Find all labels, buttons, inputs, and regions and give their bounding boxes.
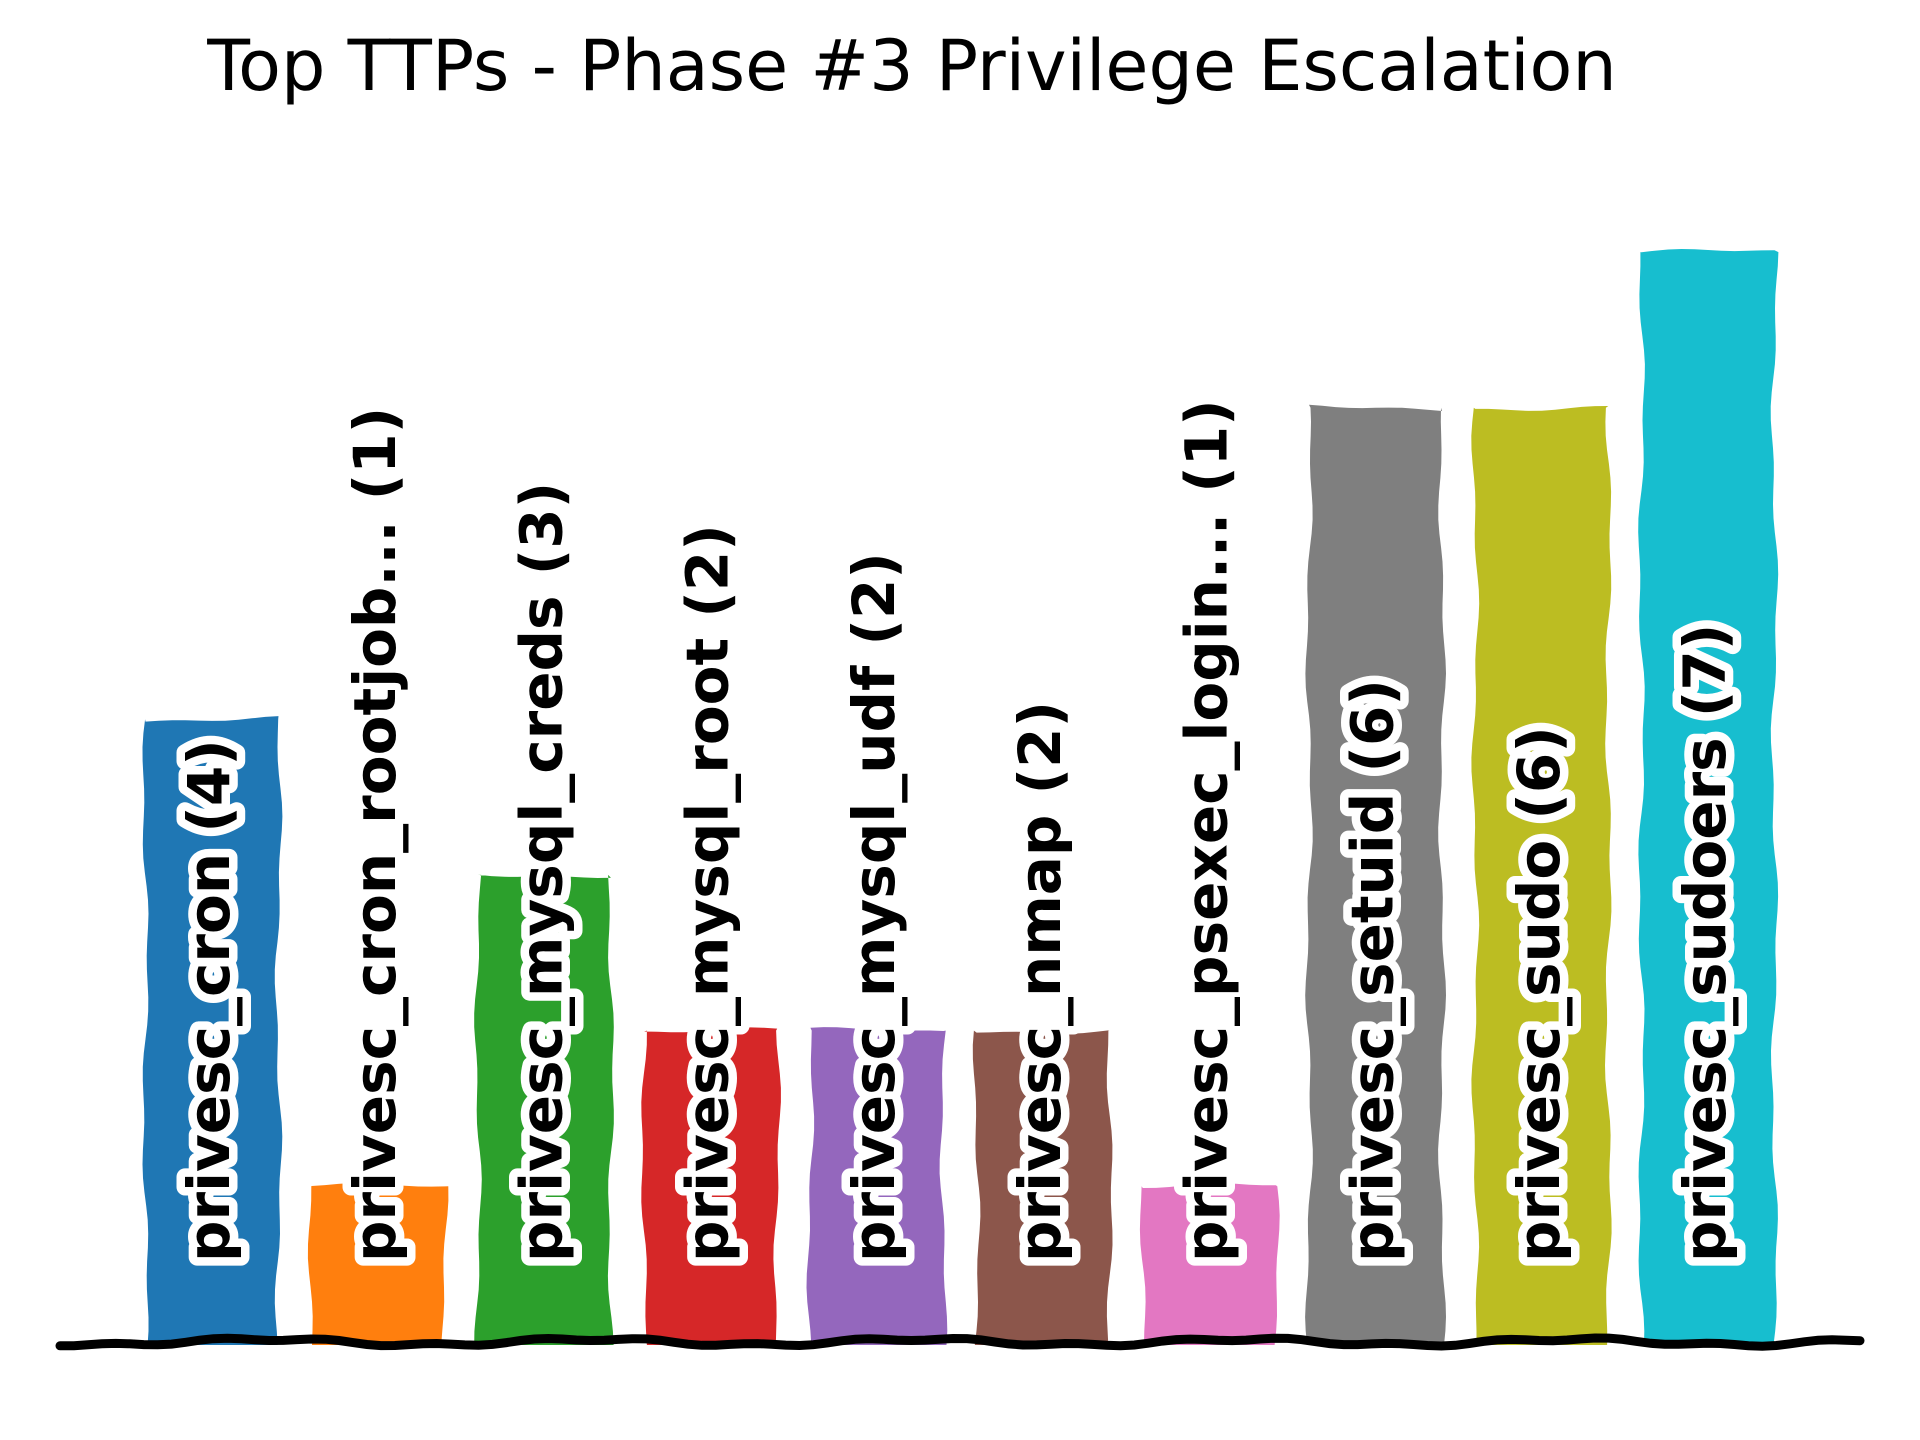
bar-privesc_mysql_udf (806, 1027, 948, 1345)
bar-label-privesc_mysql_creds: privesc_mysql_creds (3) (507, 482, 575, 1262)
bar-label-privesc_mysql_root: privesc_mysql_root (2) (674, 524, 742, 1262)
bar-privesc_nmap (972, 1030, 1113, 1345)
bar-label-privesc_psexec_login...: privesc_psexec_login... (1) (1172, 399, 1240, 1262)
bar-privesc_mysql_root (641, 1027, 781, 1345)
bar-privesc_sudoers (1638, 249, 1779, 1345)
bar-privesc_setuid (1305, 404, 1446, 1345)
bar-label-privesc_cron_rootjob...: privesc_cron_rootjob... (1) (341, 407, 409, 1262)
bar-label-privesc_sudo: privesc_sudo (6) (1505, 726, 1573, 1262)
bar-label-privesc_setuid: privesc_setuid (6) (1339, 679, 1407, 1262)
bar-label-privesc_nmap: privesc_nmap (2) (1006, 701, 1074, 1262)
bar-privesc_sudo (1471, 406, 1612, 1345)
bar-privesc_mysql_creds (474, 874, 614, 1345)
bar-label-privesc_sudoers: privesc_sudoers (7) (1671, 624, 1739, 1262)
bar-label-privesc_cron: privesc_cron (4) (175, 739, 243, 1262)
bar-privesc_psexec_login... (1139, 1183, 1280, 1345)
x-axis-line (55, 1333, 1865, 1351)
bar-label-privesc_mysql_udf: privesc_mysql_udf (2) (840, 552, 908, 1262)
bar-privesc_cron (142, 716, 283, 1345)
bar-privesc_cron_rootjob... (307, 1182, 449, 1345)
chart-title: Top TTPs - Phase #3 Privilege Escalation (207, 25, 1617, 107)
